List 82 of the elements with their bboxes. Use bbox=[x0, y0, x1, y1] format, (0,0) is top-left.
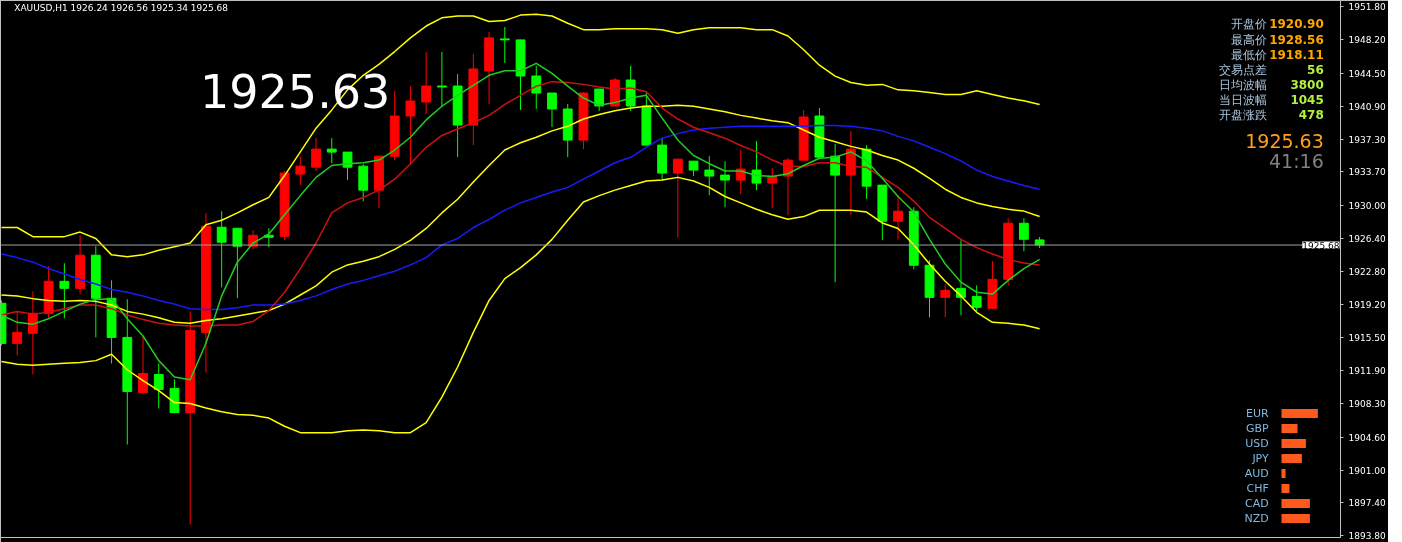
text: 交易点差 bbox=[1218, 62, 1267, 77]
candlestick bbox=[405, 85, 416, 165]
candlestick bbox=[499, 26, 510, 64]
text: 1925.63 bbox=[1245, 129, 1324, 152]
y-tick-label: 1908.30 bbox=[1348, 398, 1386, 409]
line-series bbox=[0, 13, 1041, 258]
text: 1045 bbox=[1290, 93, 1324, 107]
bar bbox=[1281, 484, 1290, 493]
text: 478 bbox=[1298, 108, 1324, 122]
bar bbox=[1281, 424, 1298, 433]
ref-line-label: 1925.68 bbox=[1302, 240, 1340, 251]
candlestick bbox=[531, 65, 542, 110]
candlestick bbox=[940, 283, 951, 318]
chart-title: XAUUSD,H1 1926.24 1926.56 1925.34 1925.68 bbox=[14, 2, 229, 13]
candlestick bbox=[751, 140, 762, 191]
candlestick bbox=[830, 143, 841, 283]
y-tick-label: EUR bbox=[1246, 407, 1270, 420]
candlestick bbox=[295, 155, 306, 186]
candlestick bbox=[547, 92, 557, 128]
candlestick bbox=[704, 155, 715, 196]
candlestick bbox=[594, 88, 605, 112]
y-tick-label: 1951.80 bbox=[1348, 2, 1386, 13]
bar bbox=[1281, 454, 1302, 463]
y-tick-label: 1926.40 bbox=[1348, 233, 1386, 244]
candlestick bbox=[436, 51, 447, 108]
text: 1928.56 bbox=[1269, 33, 1324, 47]
line-series bbox=[0, 176, 1041, 434]
y-tick-label: 1937.30 bbox=[1348, 134, 1386, 145]
text: 最低价 bbox=[1230, 47, 1267, 62]
y-tick-label: 1944.50 bbox=[1348, 68, 1386, 79]
text: 56 bbox=[1307, 63, 1324, 77]
y-tick-label: AUD bbox=[1244, 467, 1269, 480]
y-tick-label: GBP bbox=[1246, 422, 1270, 435]
text: 开盘涨跌 bbox=[1218, 107, 1267, 122]
bar bbox=[1281, 514, 1310, 523]
bar bbox=[1281, 439, 1306, 448]
candlestick bbox=[232, 227, 243, 299]
candlestick bbox=[421, 51, 432, 115]
y-tick-label: 1897.40 bbox=[1348, 498, 1386, 509]
y-tick-label: 1915.50 bbox=[1348, 333, 1386, 344]
candlestick bbox=[12, 310, 23, 356]
bar bbox=[1281, 499, 1310, 508]
candlestick bbox=[326, 137, 337, 164]
candlestick bbox=[358, 163, 369, 202]
y-tick-label: USD bbox=[1245, 437, 1269, 450]
y-tick-label: JPY bbox=[1251, 452, 1270, 465]
text: 日均波幅 bbox=[1218, 77, 1267, 92]
candlestick bbox=[138, 335, 148, 395]
y-tick-label: 1893.80 bbox=[1348, 531, 1386, 542]
candlestick bbox=[971, 284, 982, 312]
text: 当日波幅 bbox=[1218, 92, 1267, 107]
candlestick bbox=[767, 167, 778, 209]
text: 1918.11 bbox=[1269, 48, 1324, 62]
y-tick-label: 1922.80 bbox=[1348, 266, 1386, 277]
candlestick bbox=[59, 262, 70, 319]
text: 最高价 bbox=[1230, 32, 1267, 47]
y-tick-label: 1930.00 bbox=[1348, 201, 1386, 212]
y-tick-label: 1919.20 bbox=[1348, 299, 1386, 310]
y-tick-label: CHF bbox=[1246, 482, 1269, 495]
candlestick bbox=[893, 194, 903, 240]
bar bbox=[1281, 409, 1318, 418]
y-tick-label: 1901.00 bbox=[1348, 465, 1386, 476]
candlestick bbox=[1018, 217, 1029, 252]
y-tick-label: 1904.60 bbox=[1348, 432, 1386, 443]
line-series bbox=[0, 62, 1041, 381]
y-tick-label: NZD bbox=[1244, 512, 1269, 525]
candlestick bbox=[672, 158, 683, 238]
candlestick bbox=[153, 362, 164, 409]
text: 开盘价 bbox=[1230, 16, 1267, 31]
candlestick bbox=[216, 210, 227, 288]
candlestick bbox=[311, 137, 321, 172]
y-tick-label: 1940.90 bbox=[1348, 101, 1386, 112]
text: 1920.90 bbox=[1269, 17, 1324, 31]
y-tick-label: CAD bbox=[1245, 497, 1269, 510]
bar bbox=[1281, 469, 1286, 478]
y-tick-label: 1911.90 bbox=[1348, 366, 1386, 377]
y-tick-label: 1933.70 bbox=[1348, 167, 1386, 178]
y-tick-label: 1948.20 bbox=[1348, 35, 1386, 46]
text: 41:16 bbox=[1269, 149, 1324, 172]
candlestick bbox=[720, 160, 730, 208]
text: 3800 bbox=[1290, 78, 1324, 92]
candlestick bbox=[342, 151, 353, 181]
